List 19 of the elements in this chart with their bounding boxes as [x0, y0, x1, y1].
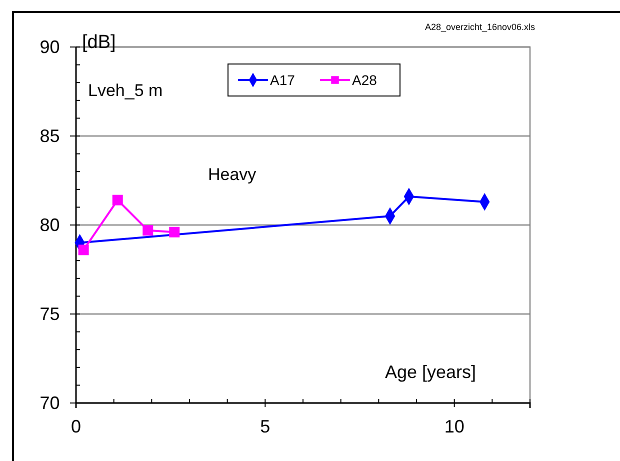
x-tick-label: 10 [444, 416, 464, 437]
point [78, 244, 89, 256]
y-axis-title: [dB] [82, 32, 116, 53]
y-tick-label: 90 [40, 36, 60, 57]
y-tick-label: 75 [40, 304, 60, 324]
legend-label: A17 [270, 72, 296, 88]
point [142, 225, 154, 236]
x-tick-label: 0 [70, 416, 82, 437]
point [169, 226, 180, 238]
y-tick-label: 80 [40, 214, 60, 235]
annotation: Heavy [208, 165, 257, 184]
annotation: Lveh_5 m [88, 81, 163, 100]
point [112, 194, 123, 206]
y-tick-label: 85 [40, 126, 60, 146]
x-tick-label: 5 [260, 416, 270, 437]
text: A28_overzicht_16nov06.xls [424, 22, 536, 32]
y-tick-label: 70 [40, 392, 60, 413]
legend-label: A28 [352, 72, 378, 88]
x-axis-title: Age [years] [385, 362, 476, 382]
